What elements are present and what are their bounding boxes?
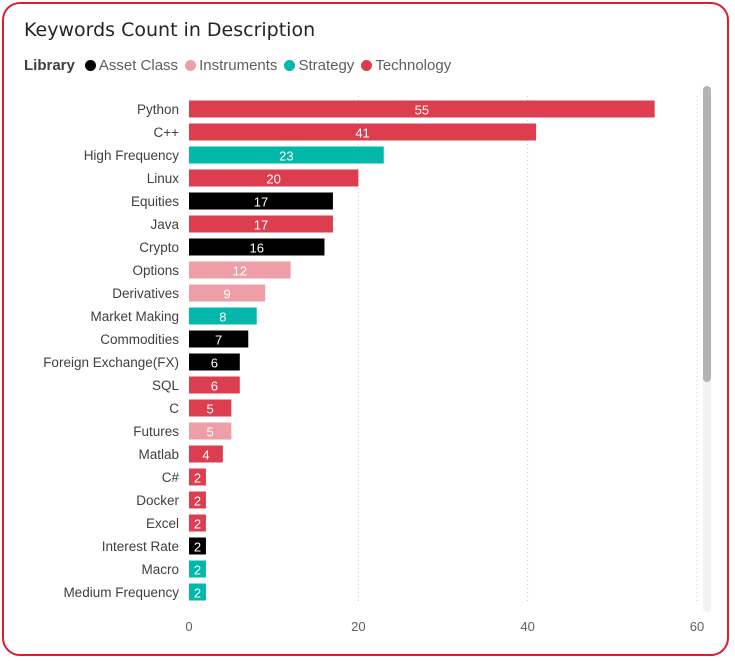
legend-item-instruments[interactable]: Instruments (185, 57, 277, 74)
bar (189, 422, 232, 440)
legend-label-instruments: Instruments (199, 56, 278, 74)
category-label: Linux (147, 171, 180, 186)
bar (189, 330, 249, 348)
category-label: Interest Rate (102, 539, 179, 554)
legend-label-asset-class: Asset Class (98, 56, 179, 74)
data-label: 2 (194, 540, 201, 555)
bar (189, 192, 333, 210)
bar (189, 376, 240, 394)
category-label: Crypto (139, 240, 179, 255)
data-label: 7 (215, 333, 222, 348)
category-label: Options (132, 263, 179, 278)
data-label: 9 (223, 287, 230, 302)
data-label: 20 (266, 172, 280, 187)
scrollbar-thumb[interactable] (703, 86, 711, 382)
category-label: Market Making (90, 309, 179, 324)
data-label: 4 (202, 448, 209, 463)
category-label: High Frequency (84, 148, 180, 163)
x-tick-label: 60 (690, 619, 704, 634)
bar (189, 284, 266, 302)
bar (189, 100, 655, 118)
category-label: C++ (153, 125, 179, 140)
bar (189, 238, 325, 256)
bar (189, 537, 206, 555)
legend: Library Asset Class Instruments Strategy… (24, 55, 458, 75)
data-label: 55 (415, 103, 429, 118)
chart-title: Keywords Count in Description (24, 19, 316, 41)
data-label: 5 (207, 425, 214, 440)
category-label: Derivatives (112, 286, 179, 301)
legend-dot-strategy (284, 59, 296, 71)
data-label: 6 (211, 379, 218, 394)
bar (189, 560, 206, 578)
data-label: 2 (194, 494, 201, 509)
bar (189, 307, 257, 325)
data-label: 16 (249, 241, 263, 256)
legend-dot-technology (361, 59, 373, 71)
bar (189, 261, 291, 279)
bar (189, 399, 232, 417)
category-label: Macro (141, 562, 179, 577)
data-label: 6 (211, 356, 218, 371)
legend-item-strategy[interactable]: Strategy (284, 57, 354, 74)
category-label: Docker (136, 493, 179, 508)
category-label: Foreign Exchange(FX) (43, 355, 179, 370)
data-label: 8 (219, 310, 226, 325)
bar (189, 353, 240, 371)
legend-item-technology[interactable]: Technology (361, 57, 451, 74)
legend-item-asset-class[interactable]: Asset Class (84, 56, 179, 74)
data-label: 5 (207, 402, 214, 417)
category-label: Python (137, 102, 179, 117)
data-label: 2 (194, 471, 201, 486)
data-label: 12 (233, 264, 247, 279)
category-label: C (169, 401, 179, 416)
category-label: Excel (146, 516, 179, 531)
data-label: 2 (194, 517, 201, 532)
bar (189, 123, 537, 141)
legend-label-technology: Technology (375, 56, 452, 74)
data-label: 2 (194, 563, 201, 578)
bar (189, 491, 206, 509)
data-label: 23 (279, 149, 293, 164)
category-label: Java (150, 217, 179, 232)
category-label: C# (162, 470, 180, 485)
legend-title: Library (24, 56, 75, 74)
category-label: SQL (152, 378, 180, 393)
data-label: 17 (254, 218, 268, 233)
data-label: 41 (355, 126, 369, 141)
legend-dot-asset-class (84, 59, 96, 71)
category-label: Futures (133, 424, 179, 439)
bar (189, 146, 384, 164)
bar (189, 215, 333, 233)
x-tick-label: 0 (185, 619, 192, 634)
x-tick-label: 20 (351, 619, 365, 634)
bar (189, 514, 206, 532)
category-label: Commodities (100, 332, 179, 347)
legend-label-strategy: Strategy (298, 56, 355, 74)
data-label: 2 (194, 586, 201, 601)
bar (189, 169, 359, 187)
legend-dot-instruments (185, 59, 197, 71)
bar (189, 445, 223, 463)
data-label: 17 (254, 195, 268, 210)
bar (189, 468, 206, 486)
category-label: Matlab (138, 447, 179, 462)
bar (189, 583, 206, 601)
category-label: Equities (131, 194, 179, 209)
x-tick-label: 40 (520, 619, 534, 634)
category-label: Medium Frequency (63, 585, 179, 600)
